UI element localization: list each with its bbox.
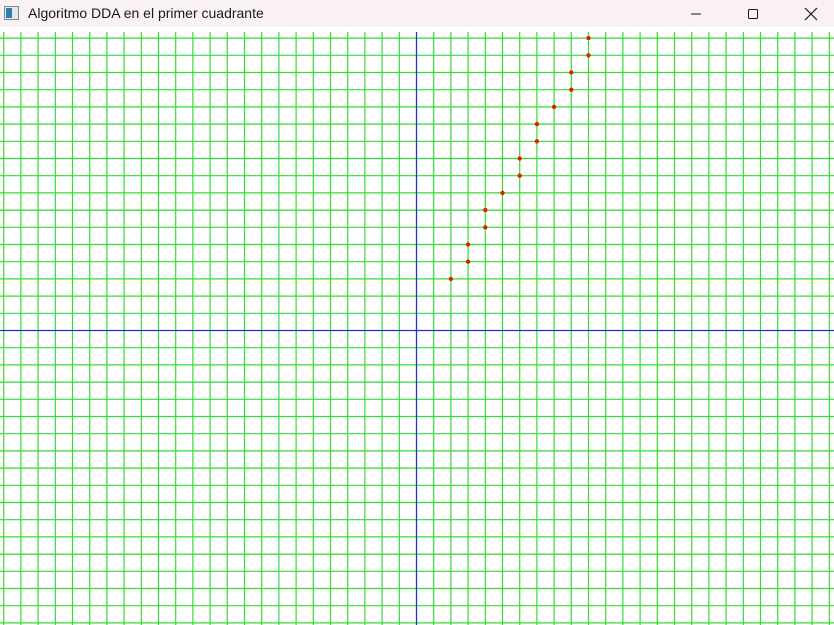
dda-point <box>448 276 454 282</box>
dda-point <box>569 87 574 92</box>
dda-point <box>517 173 522 178</box>
drawing-canvas[interactable] <box>0 32 834 625</box>
dda-point <box>534 139 540 144</box>
close-icon <box>804 7 818 20</box>
dda-point <box>551 104 557 110</box>
dda-point <box>517 156 522 161</box>
maximize-icon <box>748 8 758 19</box>
dda-point <box>500 190 505 196</box>
plot-svg <box>0 32 834 625</box>
window-title: Algoritmo DDA en el primer cuadrante <box>28 5 264 21</box>
title-bar[interactable]: Algoritmo DDA en el primer cuadrante <box>0 0 834 27</box>
dda-point <box>483 225 488 230</box>
dda-point <box>483 207 488 213</box>
dda-point <box>534 121 540 127</box>
dda-point <box>569 70 574 75</box>
maximize-button[interactable] <box>730 0 776 27</box>
close-button[interactable] <box>788 0 834 27</box>
dda-point <box>586 35 591 41</box>
app-icon[interactable] <box>4 6 19 20</box>
axes <box>0 32 834 625</box>
minimize-button[interactable] <box>673 0 719 27</box>
dda-point <box>465 259 471 264</box>
dda-points <box>448 35 591 282</box>
minimize-icon <box>691 13 701 14</box>
dda-point <box>586 53 591 58</box>
dda-point <box>465 242 471 247</box>
